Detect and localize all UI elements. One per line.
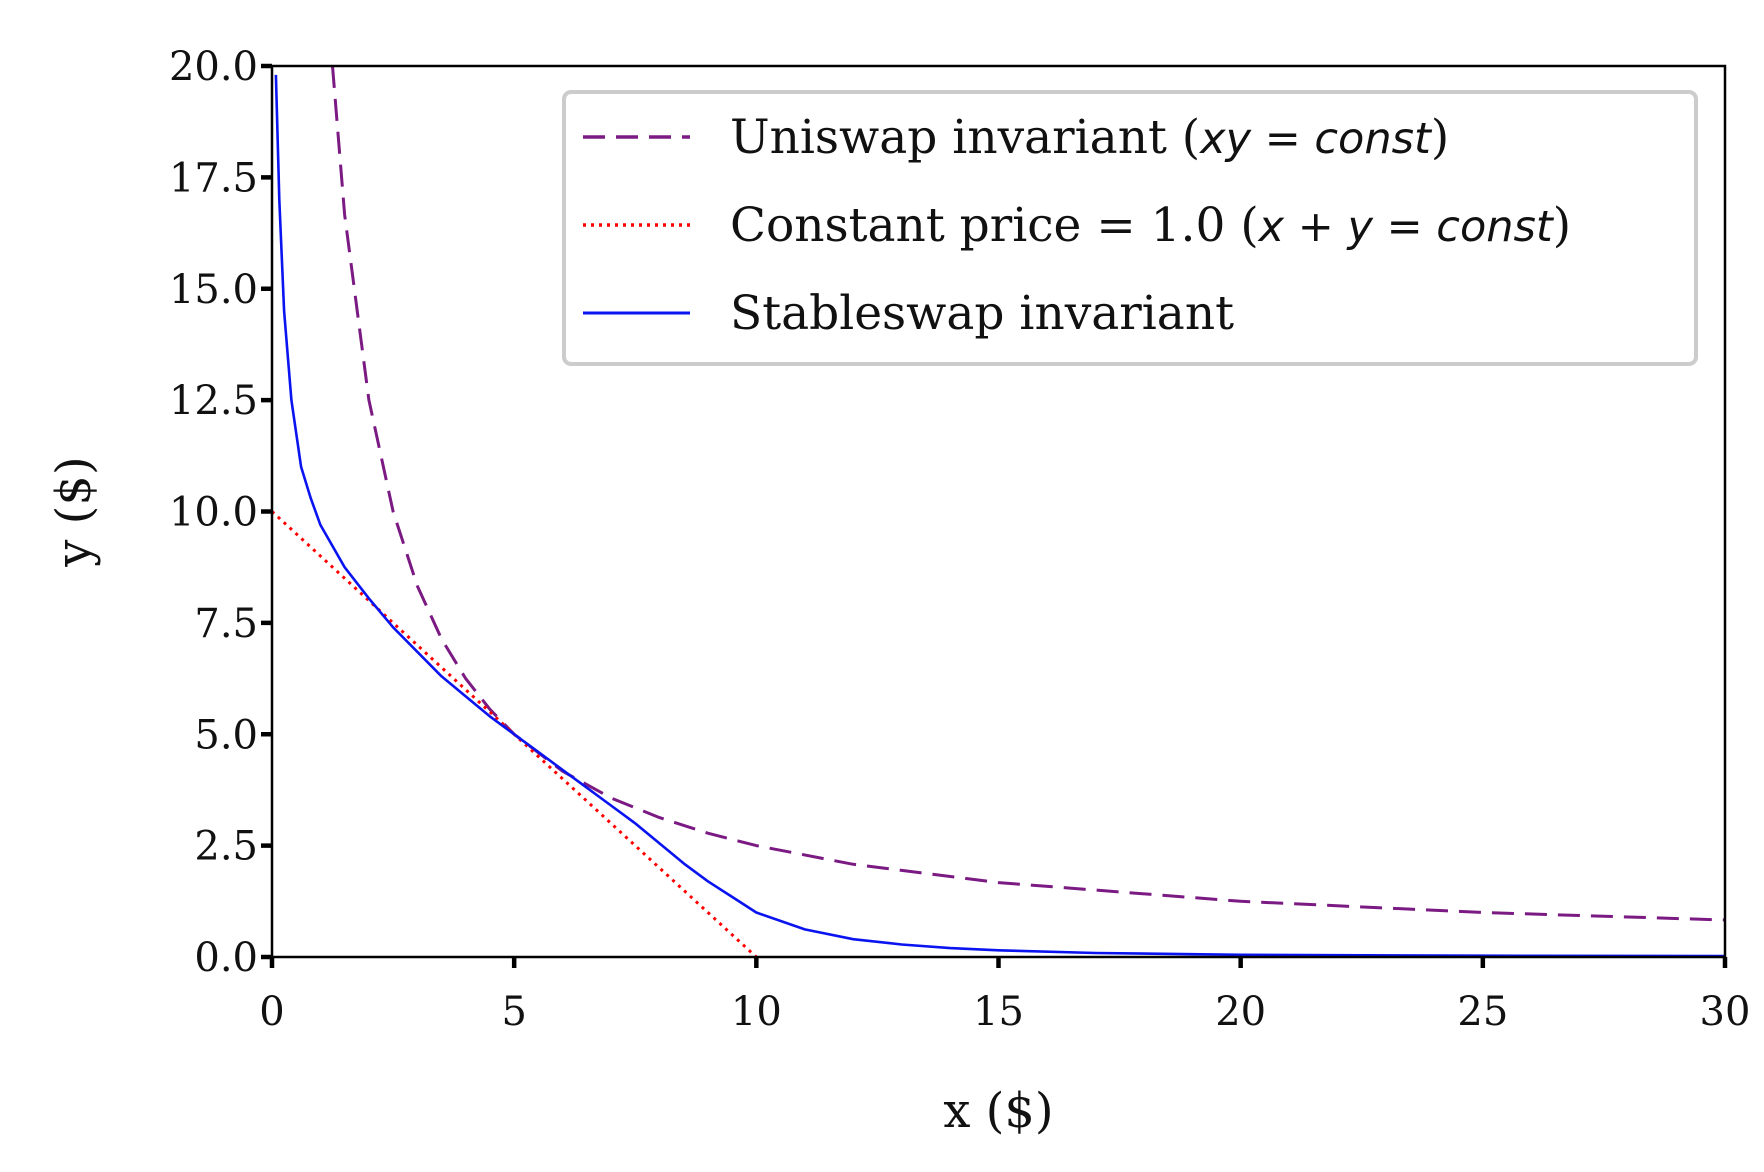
x-tick-label: 15 (973, 989, 1024, 1035)
series-layer (272, 66, 1725, 957)
y-tick-label: 0.0 (194, 935, 258, 981)
x-tick-label: 25 (1457, 989, 1508, 1035)
legend-entry-label: Constant price = 1.0 (x + y = const) (730, 198, 1571, 253)
legend-box (562, 90, 1698, 366)
y-axis-label: y ($) (46, 456, 102, 567)
legend: Uniswap invariant (xy = const) Constant p… (562, 90, 1698, 366)
x-tick-label: 5 (501, 989, 526, 1035)
y-tick-label: 5.0 (194, 712, 258, 758)
y-tick-label: 10.0 (169, 490, 258, 536)
x-tick-label: 30 (1700, 989, 1751, 1035)
x-axis-label: x ($) (943, 1083, 1053, 1139)
series-line-3 (274, 74, 1725, 957)
x-tick-label: 10 (731, 989, 782, 1035)
y-tick-label: 17.5 (169, 155, 258, 201)
y-tick-label: 12.5 (169, 378, 258, 424)
ticks-layer: 0 5 10 15 20 25 30 0.0 2.5 5.0 7.5 10.0 12.5 15.0 17.5… (169, 44, 1751, 1035)
x-tick-label: 0 (259, 989, 284, 1035)
y-tick-label: 20.0 (169, 44, 258, 90)
legend-entry-label: Stableswap invariant (730, 286, 1234, 341)
y-tick-label: 15.0 (169, 267, 258, 313)
legend-entry-label: Uniswap invariant (xy = const) (730, 110, 1449, 165)
y-tick-label: 7.5 (194, 601, 258, 647)
x-tick-label: 20 (1215, 989, 1266, 1035)
y-tick-label: 2.5 (194, 824, 258, 870)
